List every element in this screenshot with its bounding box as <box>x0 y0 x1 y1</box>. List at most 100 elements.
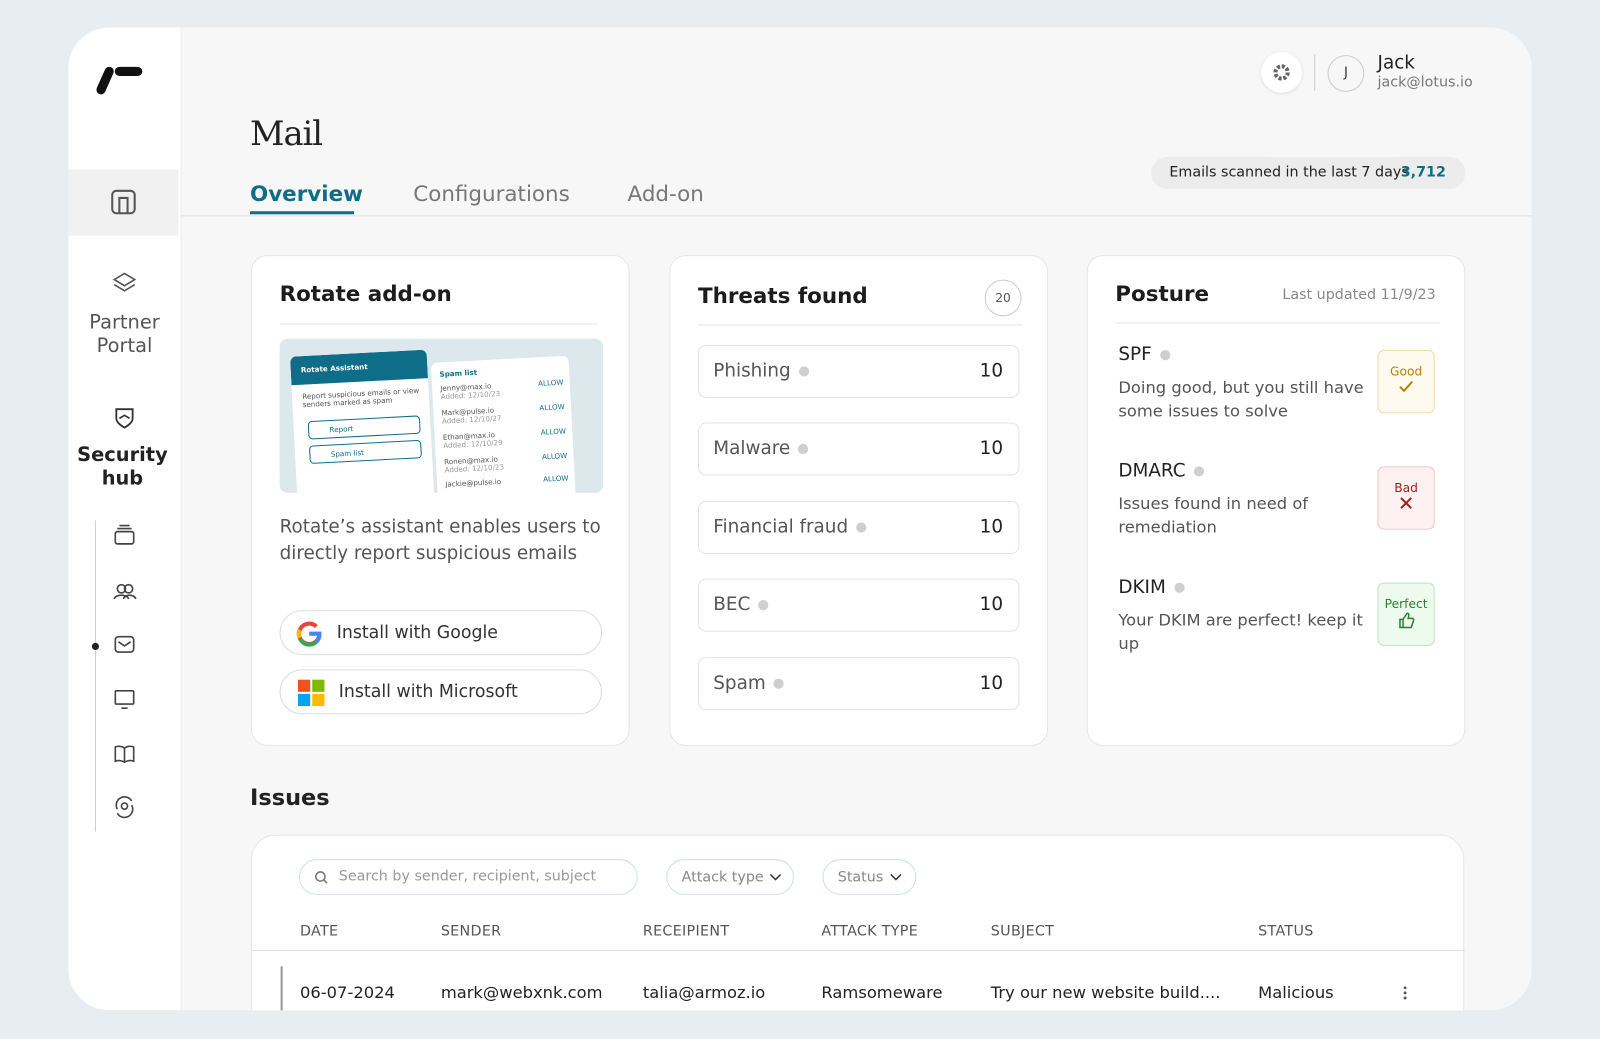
threat-row[interactable]: Malware 10 <box>697 422 1020 476</box>
preview-added: Added: 12/10/23 <box>444 463 505 475</box>
filter-label: Attack type <box>681 869 764 886</box>
column-header[interactable]: ATTACK TYPE <box>821 923 919 940</box>
preview-list: Spam list Jenny@max.io Added: 12/10/23 A… <box>430 355 577 493</box>
building-icon <box>111 189 136 215</box>
layers-icon[interactable] <box>111 270 138 297</box>
preview-button: Report <box>307 415 421 440</box>
cell: Malicious <box>1258 982 1334 1003</box>
threat-row[interactable]: Spam 10 <box>697 657 1020 711</box>
preview-text: Report suspicious emails or view senders… <box>302 386 420 410</box>
cell: 06-07-2024 <box>299 982 395 1003</box>
info-icon <box>856 522 867 533</box>
status-text: Perfect <box>1384 596 1428 612</box>
card-title: Posture <box>1115 281 1210 307</box>
nav-icons[interactable] <box>111 523 138 829</box>
threat-count: 10 <box>979 593 1004 616</box>
thumb-icon <box>1399 612 1415 629</box>
cell: talia@armoz.io <box>642 982 766 1003</box>
addon-card: Rotate add-on Rotate Assistant Report su… <box>251 255 630 746</box>
threats-card: Threats found 20 Phishing 10 Malware 10 Fi… <box>669 255 1048 746</box>
card-title: Threats found <box>697 283 868 309</box>
preview-button: Spam list <box>308 439 422 465</box>
column-header[interactable]: SUBJECT <box>990 923 1055 940</box>
info-icon <box>1159 349 1171 361</box>
card-divider <box>697 324 1023 326</box>
sidebar: Partner Portal Security hub <box>68 27 182 1011</box>
column-header[interactable]: STATUS <box>1258 923 1314 940</box>
threat-label: Financial fraud <box>713 516 867 538</box>
nav-active[interactable] <box>68 169 179 236</box>
shield-icon[interactable] <box>111 404 138 431</box>
column-header[interactable]: DATE <box>299 923 339 940</box>
scan-pill: Emails scanned in the last 7 days 3,712 <box>1151 157 1466 189</box>
posture-name-text: SPF <box>1118 343 1152 366</box>
install-microsoft-button[interactable]: Install with Microsoft <box>279 669 603 715</box>
avatar[interactable]: J <box>1327 55 1365 92</box>
tab-underline <box>249 211 355 215</box>
row-indicator <box>280 966 283 1011</box>
preview-action: ALLOW <box>537 378 564 388</box>
status-text: Good <box>1389 364 1423 379</box>
settings-button[interactable] <box>1261 52 1303 93</box>
preview-action: ALLOW <box>540 427 567 437</box>
tab[interactable]: Configurations <box>413 181 570 207</box>
posture-description: Doing good, but you still have some issu… <box>1118 377 1364 421</box>
tab-divider <box>180 215 1532 217</box>
search-placeholder: Search by sender, recipient, subject <box>338 868 597 885</box>
threats-total: 20 <box>984 279 1022 317</box>
column-header[interactable]: RECEIPIENT <box>642 923 730 940</box>
threat-label-text: BEC <box>713 593 751 616</box>
info-icon <box>1173 582 1185 593</box>
column-header[interactable]: SENDER <box>440 923 502 940</box>
tab[interactable]: Add-on <box>627 181 704 207</box>
cross-icon <box>1400 497 1412 510</box>
preview-action: ALLOW <box>542 474 569 484</box>
nav-dot <box>91 642 99 650</box>
posture-name: DMARC <box>1118 460 1204 482</box>
check-icon <box>1399 381 1413 393</box>
threat-count: 10 <box>979 672 1004 694</box>
info-icon <box>1193 466 1204 477</box>
last-updated: Last updated 11/9/23 <box>1282 286 1436 304</box>
posture-description: Your DKIM are perfect! keep it up <box>1118 610 1363 654</box>
addon-preview: Rotate Assistant Report suspicious email… <box>279 338 604 493</box>
app-frame: Partner Portal Security hub J Jack jack@… <box>68 27 1532 1011</box>
microsoft-icon <box>297 679 325 707</box>
threat-label-text: Spam <box>713 672 766 694</box>
posture-name-text: DMARC <box>1118 460 1186 482</box>
threat-label: Phishing <box>713 360 810 382</box>
chevron <box>890 873 902 881</box>
filter-dropdown[interactable]: Attack type <box>666 859 794 895</box>
posture-name-text: DKIM <box>1118 576 1166 598</box>
nav-label[interactable]: Security hub <box>77 443 168 490</box>
install-google-button[interactable]: Install with Google <box>279 610 603 656</box>
row-menu[interactable] <box>1401 984 1409 1002</box>
chevron <box>769 873 782 881</box>
page-title: Mail <box>249 113 323 154</box>
filter-label: Status <box>837 869 884 886</box>
threat-label: BEC <box>713 593 769 616</box>
nav-label[interactable]: Partner Portal <box>89 311 160 357</box>
threat-label-text: Financial fraud <box>713 516 849 538</box>
issues-table: Search by sender, recipient, subject Att… <box>251 834 1466 1011</box>
posture-card: Posture Last updated 11/9/23 SPF Doing g… <box>1086 255 1466 746</box>
preview-email: Jackie@pulse.io <box>445 477 502 489</box>
status-badge: Good <box>1377 349 1435 414</box>
user-name: Jack <box>1377 52 1415 74</box>
header-divider <box>252 949 1466 952</box>
threat-count: 10 <box>979 437 1004 460</box>
cell: mark@webxnk.com <box>440 982 603 1003</box>
filter-dropdown[interactable]: Status <box>822 859 917 895</box>
threat-row[interactable]: Phishing 10 <box>697 344 1020 398</box>
info-icon <box>798 366 810 377</box>
addon-description: Rotate’s assistant enables users to dire… <box>279 516 601 565</box>
status-badge: Perfect <box>1377 582 1435 646</box>
search-input[interactable]: Search by sender, recipient, subject <box>298 859 638 895</box>
tab-active[interactable]: Overview <box>249 181 363 207</box>
threat-row[interactable]: BEC 10 <box>697 578 1020 632</box>
button-label: Install with Microsoft <box>338 681 518 703</box>
threat-row[interactable]: Financial fraud 10 <box>697 501 1020 555</box>
cell: Try our new website build.... <box>990 982 1221 1003</box>
